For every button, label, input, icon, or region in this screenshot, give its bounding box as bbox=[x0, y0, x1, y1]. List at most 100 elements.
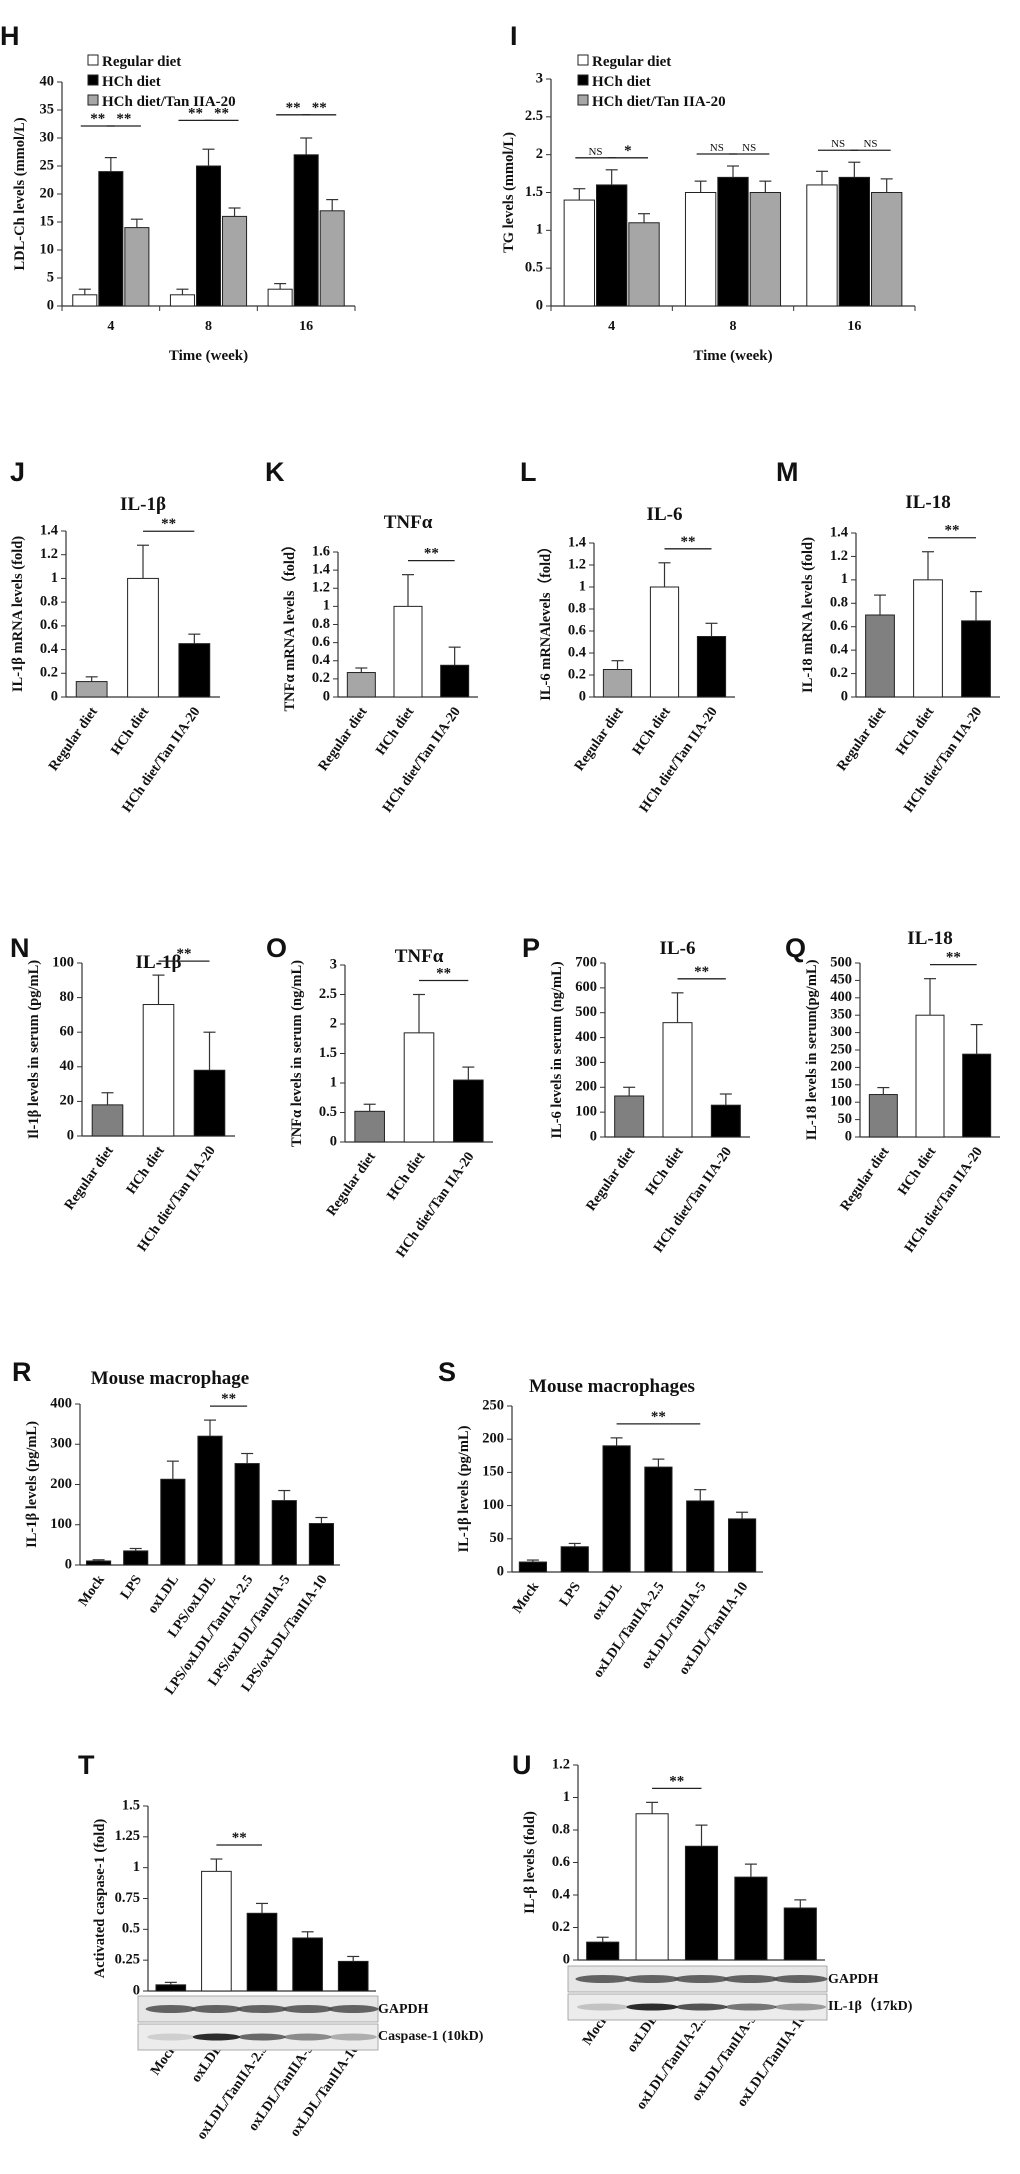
significance-label: ** bbox=[436, 966, 451, 982]
bar bbox=[962, 1053, 992, 1138]
y-tick-label: 200 bbox=[830, 1059, 852, 1075]
bar bbox=[178, 643, 211, 698]
x-tick-label: 8 bbox=[730, 319, 737, 334]
y-tick-label: 100 bbox=[50, 1516, 72, 1532]
significance-label: NS bbox=[710, 142, 724, 154]
y-tick-label: 100 bbox=[52, 954, 74, 970]
bar bbox=[717, 176, 749, 307]
legend-swatch bbox=[87, 54, 99, 66]
significance-label: NS bbox=[863, 138, 877, 150]
y-tick-label: 0 bbox=[133, 1982, 140, 1998]
y-axis-title: IL-1β levels (pg/mL) bbox=[24, 1421, 40, 1548]
bar bbox=[319, 210, 345, 307]
y-tick-label: 0 bbox=[67, 1127, 74, 1143]
y-tick-label: 2.5 bbox=[525, 108, 543, 124]
y-axis-title: IL-1β levels (pg/mL) bbox=[456, 1425, 472, 1552]
y-tick-label: 0 bbox=[51, 688, 58, 704]
significance-label: ** bbox=[669, 1773, 684, 1789]
y-tick-label: 1.2 bbox=[568, 556, 586, 572]
y-tick-label: 0.75 bbox=[115, 1890, 140, 1906]
y-tick-label: 500 bbox=[830, 954, 852, 970]
blot-band bbox=[147, 2033, 195, 2041]
y-tick-label: 0.2 bbox=[830, 665, 848, 681]
y-axis-title: TG levels (mmol/L) bbox=[501, 132, 517, 253]
y-tick-label: 1.4 bbox=[40, 522, 58, 538]
y-tick-label: 400 bbox=[575, 1029, 597, 1045]
y-tick-label: 2 bbox=[330, 1015, 337, 1031]
y-tick-label: 0.5 bbox=[525, 259, 543, 275]
blot-band bbox=[723, 1975, 779, 1983]
significance-label: ** bbox=[188, 105, 203, 121]
bar bbox=[393, 605, 423, 698]
x-tick-label: 4 bbox=[107, 319, 114, 334]
significance-label: ** bbox=[214, 105, 229, 121]
y-tick-label: 0 bbox=[497, 1563, 504, 1579]
bar bbox=[127, 577, 159, 698]
bar bbox=[91, 1104, 124, 1137]
y-tick-label: 100 bbox=[575, 1103, 597, 1119]
bar bbox=[913, 579, 943, 698]
bar bbox=[169, 294, 195, 307]
y-tick-label: 10 bbox=[40, 241, 55, 257]
bar bbox=[783, 1907, 817, 1961]
y-tick-label: 200 bbox=[482, 1431, 504, 1447]
panel-h: H 0 5 10 15 20 25 30 35 40 LDL-Ch levels (mmol/L) 4… bbox=[0, 21, 356, 364]
chart-title: TNFα bbox=[384, 512, 433, 533]
x-tick-label: Regular diet bbox=[324, 1149, 379, 1219]
x-tick-label: Regular diet bbox=[62, 1143, 117, 1213]
x-tick-label: 8 bbox=[205, 319, 212, 334]
blot-band bbox=[577, 2003, 629, 2011]
significance-label: ** bbox=[116, 111, 131, 127]
x-tick-label: 4 bbox=[608, 319, 615, 334]
bar bbox=[871, 192, 903, 307]
bar bbox=[563, 199, 595, 307]
y-axis-title: Il-1β levels in serum (pg/mL) bbox=[26, 960, 42, 1139]
panel-m: M IL-18 0 0.2 0.4 0.6 0.8 1 1.2 1.4 IL-18 mRNA lev… bbox=[776, 457, 1000, 815]
x-tick-label: HCh diet bbox=[630, 704, 674, 758]
significance-label: ** bbox=[161, 516, 176, 532]
y-tick-label: 1 bbox=[133, 1859, 140, 1875]
legend-entry: HCh diet/Tan IIA-20 bbox=[102, 94, 236, 110]
y-tick-label: 25 bbox=[40, 157, 55, 173]
bar bbox=[271, 1500, 297, 1566]
y-tick-label: 1 bbox=[330, 1074, 337, 1090]
x-tick-label: Mock bbox=[76, 1573, 108, 1610]
bar bbox=[727, 1518, 757, 1573]
bar bbox=[865, 614, 895, 698]
y-axis-title: IL-18 levels in serum(pg/mL) bbox=[804, 959, 820, 1140]
legend-swatch bbox=[577, 94, 589, 106]
x-tick-label: HCh diet bbox=[109, 704, 153, 758]
bar bbox=[586, 1941, 620, 1961]
bar bbox=[86, 1560, 112, 1566]
blot-label: IL-1β（17kD) bbox=[828, 1998, 913, 2014]
legend-swatch bbox=[87, 74, 99, 86]
y-tick-label: 0 bbox=[323, 688, 330, 704]
bar bbox=[662, 1022, 693, 1138]
bar bbox=[292, 1937, 323, 1992]
y-tick-label: 0.6 bbox=[552, 1854, 570, 1870]
y-tick-label: 0.8 bbox=[568, 600, 586, 616]
y-tick-label: 0.2 bbox=[552, 1919, 570, 1935]
bar bbox=[98, 171, 124, 307]
bar bbox=[246, 1912, 278, 1992]
bar bbox=[838, 176, 871, 307]
legend-entry: Regular diet bbox=[102, 54, 181, 70]
x-tick-label: 16 bbox=[847, 319, 861, 334]
panel-l: L IL-6 0 0.2 0.4 0.6 0.8 1 1.2 1.4 IL-6 mRNAlevels… bbox=[520, 457, 735, 815]
y-tick-label: 2.5 bbox=[319, 986, 337, 1002]
bar bbox=[155, 1984, 187, 1992]
y-tick-label: 1.5 bbox=[122, 1797, 140, 1813]
y-tick-label: 1.2 bbox=[830, 548, 848, 564]
blot-band bbox=[145, 2005, 196, 2013]
blot-label: GAPDH bbox=[378, 2002, 429, 2017]
bar bbox=[686, 1500, 715, 1573]
blot-band bbox=[773, 1975, 828, 1983]
y-tick-label: 200 bbox=[575, 1079, 597, 1095]
y-tick-label: 300 bbox=[50, 1436, 72, 1452]
y-tick-label: 40 bbox=[40, 73, 55, 89]
significance-label: ** bbox=[946, 950, 961, 966]
bar bbox=[124, 227, 150, 307]
significance-label: NS bbox=[742, 142, 756, 154]
x-tick-label: HCh diet bbox=[894, 704, 938, 758]
y-tick-label: 1 bbox=[51, 570, 58, 586]
